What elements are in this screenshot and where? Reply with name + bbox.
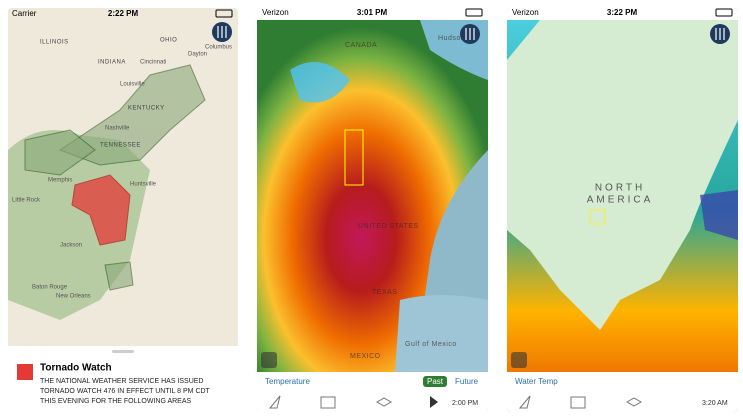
alert-title: Tornado Watch	[40, 363, 112, 374]
future-button[interactable]: Future	[455, 377, 479, 386]
past-label: Past	[427, 377, 444, 386]
map-label: Columbus	[205, 45, 232, 51]
map-label: Huntsville	[130, 182, 157, 188]
map-label: Hudson	[438, 35, 465, 42]
alert-outline	[344, 129, 364, 186]
layer-name[interactable]: Water Temp	[515, 377, 558, 386]
phone-3: Verizon 3:22 PM NORTH AMERICA Water Temp…	[507, 8, 738, 412]
status-bar	[507, 8, 738, 20]
location-icon[interactable]	[518, 395, 531, 409]
map-label: New Orleans	[56, 294, 91, 300]
layers-icon[interactable]	[625, 397, 643, 407]
map-label: Dayton	[188, 52, 207, 58]
play-button[interactable]	[430, 396, 438, 408]
map-label: Memphis	[48, 178, 72, 184]
temperature-layer	[290, 62, 350, 103]
map-label: TENNESSEE	[100, 143, 141, 149]
watch-area	[104, 261, 134, 291]
toolbar	[507, 372, 738, 412]
book-icon[interactable]	[320, 396, 336, 409]
map-label: INDIANA	[98, 60, 126, 66]
toolbar	[257, 372, 488, 412]
past-button[interactable]	[423, 376, 447, 387]
carrier: Verizon	[262, 8, 289, 17]
map-label: AMERICA	[587, 195, 654, 206]
timestamp: 3:20 AM	[702, 400, 728, 407]
battery	[715, 8, 733, 17]
land	[507, 20, 738, 330]
map-label: MEXICO	[350, 353, 381, 360]
status-bar	[257, 8, 488, 20]
phone-2: Verizon 3:01 PM CANADA Hudson UNITED STA…	[257, 8, 488, 412]
map-label: Nashville	[105, 126, 130, 132]
status-bar	[8, 8, 238, 21]
alert-sheet	[8, 346, 238, 412]
map-label: TEXAS	[372, 289, 397, 296]
alert-text: THIS EVENING FOR THE FOLLOWING AREAS	[40, 398, 192, 405]
temperature-layer	[257, 20, 488, 372]
map-label: ILLINOIS	[40, 40, 69, 46]
map-label: Louisville	[120, 82, 145, 88]
expand-button[interactable]	[261, 352, 277, 368]
map-label: CANADA	[345, 42, 377, 49]
settings-icon	[465, 28, 475, 40]
map-label: OHIO	[160, 38, 177, 44]
map-label: Cincinnati	[140, 60, 166, 66]
layer-name[interactable]: Temperature	[265, 377, 310, 386]
watch-area	[24, 129, 96, 176]
map-label: Jackson	[60, 243, 82, 249]
time: 2:22 PM	[108, 9, 139, 18]
warning-area	[71, 174, 131, 246]
location-icon[interactable]	[268, 395, 281, 409]
map-label: KENTUCKY	[128, 106, 165, 112]
alert-text: TORNADO WATCH 476 IN EFFECT UNTIL 8 PM C…	[40, 388, 211, 395]
alert-color	[17, 364, 33, 380]
book-icon[interactable]	[570, 396, 586, 409]
layers-icon[interactable]	[375, 397, 393, 407]
phone-1: Carrier 2:22 PM ILLINOIS INDIANA OHIO KE…	[8, 8, 238, 412]
map-label: Little Rock	[12, 198, 41, 204]
map-label: Gulf of Mexico	[405, 341, 457, 348]
carrier: Verizon	[512, 8, 539, 17]
alert-outline	[589, 209, 606, 225]
map-label: Baton Rouge	[32, 285, 68, 291]
watch-area	[58, 64, 206, 166]
settings-icon	[217, 26, 227, 38]
alert-text: THE NATIONAL WEATHER SERVICE HAS ISSUED	[40, 378, 204, 385]
time: 3:01 PM	[357, 8, 388, 17]
battery	[215, 9, 233, 18]
carrier: Carrier	[12, 9, 37, 18]
time: 3:22 PM	[607, 8, 638, 17]
timestamp: 2:00 PM	[452, 400, 478, 407]
ocean-layer	[700, 190, 738, 240]
settings-icon	[715, 28, 725, 40]
grabber	[112, 350, 134, 353]
expand-button[interactable]	[511, 352, 527, 368]
gulf	[395, 295, 488, 372]
map-label: UNITED STATES	[358, 223, 419, 230]
battery	[465, 8, 483, 17]
map-label: NORTH	[595, 183, 645, 194]
